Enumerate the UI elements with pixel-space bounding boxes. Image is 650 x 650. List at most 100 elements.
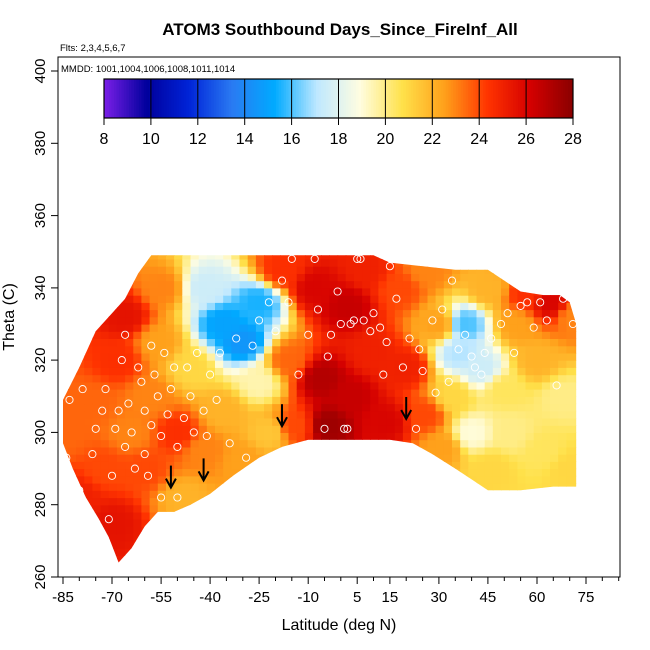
field-cell bbox=[427, 273, 437, 282]
field-cell bbox=[435, 540, 445, 549]
field-cell bbox=[411, 454, 420, 462]
colorbar-swatch bbox=[535, 79, 539, 118]
field-cell bbox=[67, 468, 77, 477]
field-cell bbox=[345, 446, 355, 455]
colorbar-swatch bbox=[363, 79, 367, 118]
field-cell bbox=[92, 454, 102, 462]
field-cell bbox=[182, 454, 192, 462]
field-cell bbox=[574, 511, 577, 520]
y-tick-label: 320 bbox=[32, 348, 49, 373]
field-cell bbox=[345, 418, 355, 426]
field-cell bbox=[190, 258, 200, 267]
field-cell bbox=[63, 360, 69, 368]
field-cell bbox=[280, 519, 290, 527]
field-cell bbox=[452, 483, 461, 491]
field-cell bbox=[239, 287, 249, 296]
field-cell bbox=[517, 403, 527, 412]
field-cell bbox=[583, 476, 592, 484]
field-cell bbox=[313, 331, 322, 339]
field-cell bbox=[125, 432, 134, 441]
observation-point bbox=[215, 348, 224, 357]
field-cell bbox=[296, 295, 306, 303]
field-cell bbox=[215, 273, 224, 282]
field-cell bbox=[272, 562, 281, 563]
field-cell bbox=[174, 497, 183, 506]
field-cell bbox=[239, 519, 249, 527]
field-cell bbox=[337, 352, 347, 361]
observation-point bbox=[411, 424, 421, 433]
field-cell bbox=[541, 374, 551, 383]
field-cell bbox=[231, 418, 241, 426]
field-cell bbox=[394, 475, 404, 484]
observation-point bbox=[454, 345, 463, 354]
field-cell bbox=[247, 548, 257, 556]
field-cell bbox=[378, 295, 388, 303]
field-cell bbox=[550, 439, 559, 448]
field-cell bbox=[419, 454, 429, 462]
field-cell bbox=[370, 519, 380, 527]
field-cell bbox=[566, 302, 576, 311]
colorbar-swatch bbox=[291, 79, 295, 118]
field-cell bbox=[435, 504, 445, 513]
field-cell bbox=[583, 432, 592, 440]
field-cell bbox=[362, 280, 371, 289]
observation-point bbox=[271, 327, 280, 336]
field-cell bbox=[296, 490, 306, 499]
field-cell bbox=[509, 504, 518, 513]
field-cell bbox=[509, 237, 518, 245]
colorbar-swatch bbox=[151, 79, 155, 118]
field-cell bbox=[108, 497, 118, 506]
field-cell bbox=[157, 519, 167, 527]
field-cell bbox=[157, 389, 167, 397]
field-cell bbox=[525, 302, 535, 311]
field-cell bbox=[67, 295, 77, 303]
field-cell bbox=[329, 439, 339, 448]
field-cell bbox=[133, 418, 143, 426]
field-cell bbox=[550, 324, 559, 332]
field-cell bbox=[239, 255, 249, 260]
field-cell bbox=[166, 396, 175, 405]
field-cell bbox=[288, 461, 298, 470]
field-cell bbox=[362, 381, 371, 390]
field-cell bbox=[443, 331, 453, 339]
field-cell bbox=[239, 374, 249, 383]
colorbar-swatch bbox=[208, 79, 212, 118]
field-cell bbox=[427, 519, 437, 527]
field-cell bbox=[288, 454, 298, 462]
field-cell bbox=[558, 331, 567, 339]
field-cell bbox=[190, 497, 200, 506]
field-cell bbox=[574, 519, 577, 527]
field-cell bbox=[223, 555, 232, 563]
field-cell bbox=[215, 439, 224, 448]
field-cell bbox=[427, 309, 437, 318]
field-cell bbox=[92, 526, 102, 535]
field-cell bbox=[533, 562, 543, 563]
colorbar-swatch bbox=[545, 79, 549, 118]
field-cell bbox=[67, 533, 77, 542]
field-cell bbox=[84, 295, 93, 303]
field-cell bbox=[248, 237, 257, 245]
field-cell bbox=[116, 439, 126, 448]
field-cell bbox=[509, 403, 518, 412]
colorbar-swatch bbox=[104, 79, 107, 118]
field-cell bbox=[272, 446, 281, 455]
field-cell bbox=[166, 555, 175, 563]
observation-point bbox=[398, 363, 407, 372]
field-cell bbox=[223, 245, 232, 253]
field-cell bbox=[345, 381, 355, 390]
field-cell bbox=[215, 490, 224, 499]
field-cell bbox=[443, 258, 453, 267]
field-cell bbox=[84, 255, 93, 260]
field-cell bbox=[501, 410, 510, 419]
field-cell bbox=[517, 490, 527, 499]
colorbar-tick-label: 20 bbox=[377, 131, 395, 148]
field-cell bbox=[402, 497, 412, 506]
field-cell bbox=[190, 490, 200, 499]
field-cell bbox=[174, 280, 183, 289]
field-cell bbox=[558, 418, 567, 426]
field-cell bbox=[566, 504, 576, 513]
field-cell bbox=[288, 439, 298, 448]
field-cell bbox=[100, 490, 110, 499]
field-cell bbox=[329, 245, 338, 253]
field-cell bbox=[492, 410, 502, 419]
